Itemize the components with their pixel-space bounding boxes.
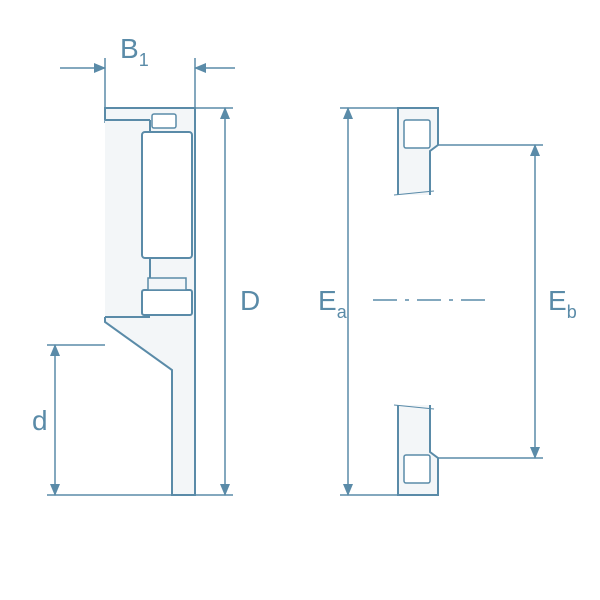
label-D: D (240, 285, 260, 316)
label-Ea: Ea (318, 285, 348, 322)
label-B1: B1 (120, 33, 149, 70)
label-Eb: Eb (548, 285, 577, 322)
label-d: d (32, 405, 48, 436)
bearing-diagram: B1 Dd Ea Eb (0, 0, 600, 600)
